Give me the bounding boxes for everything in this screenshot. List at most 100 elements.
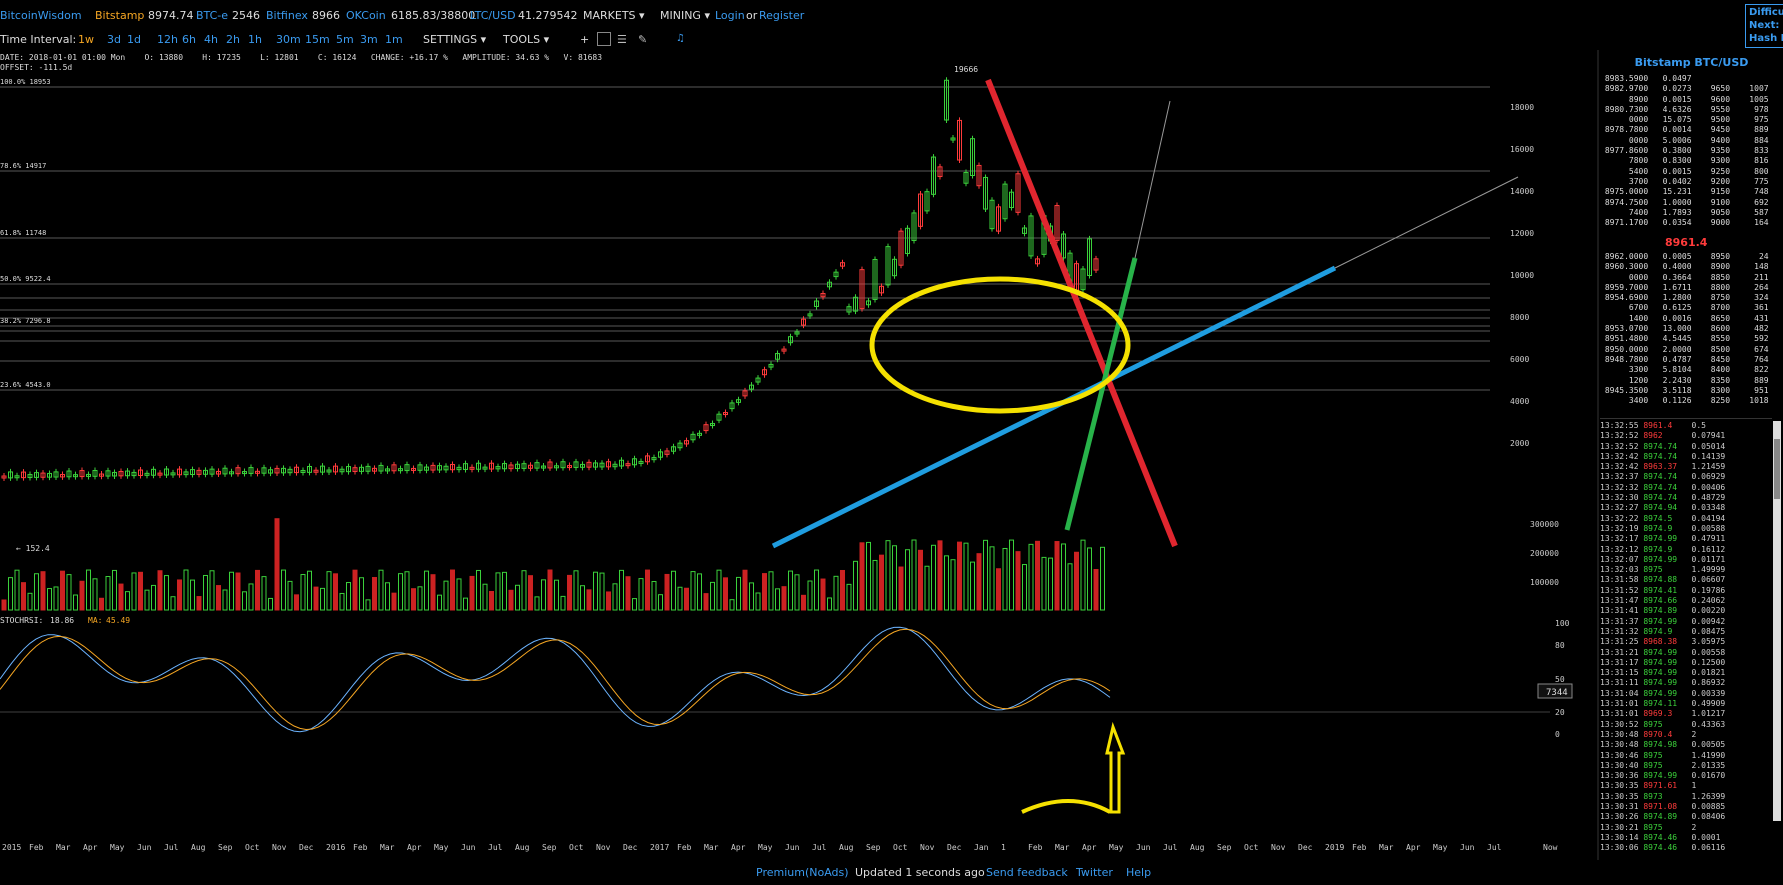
candle-body <box>931 156 936 195</box>
trade-row: 13:32:37 8974.74 0.06929 <box>1600 472 1726 482</box>
price-tick-label: 16000 <box>1510 145 1534 154</box>
volume-bar <box>690 571 696 611</box>
fib-label: 100.0% 18953 <box>0 78 51 86</box>
interval-1h[interactable]: 1h <box>248 33 262 46</box>
help-link[interactable]: Help <box>1126 866 1152 879</box>
fib-lines-icon[interactable]: ☰ <box>617 33 627 46</box>
interval-6h[interactable]: 6h <box>182 33 196 46</box>
interval-1d[interactable]: 1d <box>127 33 141 46</box>
x-axis-label: Dec <box>299 843 314 852</box>
volume-bar <box>671 570 676 611</box>
mining-menu[interactable]: MINING ▾ <box>660 9 710 22</box>
volume-bar <box>970 561 975 611</box>
candle-body <box>820 293 826 298</box>
interval-30m[interactable]: 30m <box>276 33 301 46</box>
brand-logo[interactable]: BitcoinWisdom <box>0 9 82 22</box>
volume-bar <box>482 583 488 611</box>
candle-body <box>996 206 1001 232</box>
volume-bar <box>398 573 403 611</box>
login-link[interactable]: Login <box>715 9 745 22</box>
x-axis-label: Aug <box>191 843 206 852</box>
candle-body <box>443 465 449 471</box>
interval-3d[interactable]: 3d <box>107 33 121 46</box>
top-nav: BitcoinWisdom Bitstamp 8974.74 BTC-e 254… <box>0 0 1783 30</box>
orderbook-row: 8978.7800 0.0014 9450 889 <box>1600 125 1769 135</box>
volume-bar <box>703 593 709 611</box>
twitter-link[interactable]: Twitter <box>1076 866 1113 879</box>
x-axis-label: Dec <box>623 843 638 852</box>
price-chart[interactable]: 100.0% 18953 78.6% 14917 61.8% 11748 50.0% … <box>0 50 1600 860</box>
candle-body <box>229 471 234 475</box>
premium-link[interactable]: Premium(NoAds) <box>756 866 849 879</box>
candle-body <box>222 467 228 475</box>
trade-row: 13:31:58 8974.88 0.06607 <box>1600 575 1726 585</box>
volume-bar <box>300 574 306 611</box>
fib-label: 23.6% 4543.0 <box>0 381 51 389</box>
x-axis-label: Nov <box>272 843 287 852</box>
candle-body <box>645 455 650 463</box>
draw-line-icon[interactable] <box>597 32 611 46</box>
volume-bar <box>866 541 871 611</box>
crosshair-icon[interactable]: + <box>580 33 590 46</box>
stochrsi-ma-line <box>0 628 1111 731</box>
volume-bar <box>729 599 735 611</box>
interval-5m[interactable]: 5m <box>336 33 354 46</box>
offset-info: OFFSET: -111.5d <box>0 63 73 72</box>
ticker-name-bitfinex[interactable]: Bitfinex <box>266 9 308 22</box>
candle-body <box>775 353 780 360</box>
interval-12h[interactable]: 12h <box>157 33 178 46</box>
ticker-name-ltcusd[interactable]: LTC/USD <box>470 9 516 22</box>
interval-4h[interactable]: 4h <box>204 33 218 46</box>
interval-3m[interactable]: 3m <box>360 33 378 46</box>
candle-body <box>281 467 286 474</box>
x-axis-label: Mar <box>1055 843 1070 852</box>
trades-scrollbar[interactable] <box>1773 421 1781 821</box>
pen-icon[interactable]: ✎ <box>638 33 648 46</box>
scrollbar-thumb[interactable] <box>1774 439 1780 499</box>
volume-bar <box>235 572 241 611</box>
x-axis-label: Apr <box>83 843 98 852</box>
x-axis-label: Mar <box>380 843 395 852</box>
volume-bar <box>287 580 293 611</box>
register-link[interactable]: Register <box>759 9 805 22</box>
blue-trendline-extension <box>1334 176 1519 269</box>
candle-body <box>937 166 943 178</box>
tools-menu[interactable]: TOOLS ▾ <box>503 33 550 46</box>
x-axis-label: 2015 <box>2 843 21 852</box>
ticker-name-bitstamp[interactable]: Bitstamp <box>95 9 145 22</box>
ticker-value-bitfinex: 8966 <box>312 9 340 22</box>
x-axis-label: Jun <box>1460 843 1475 852</box>
volume-bar <box>463 597 468 611</box>
x-axis-label: Jul <box>164 843 179 852</box>
settings-menu[interactable]: SETTINGS ▾ <box>423 33 487 46</box>
peak-label: 19666 <box>954 65 978 74</box>
candle-body <box>560 461 566 469</box>
interval-1w[interactable]: 1w <box>78 33 94 46</box>
candle-body <box>690 433 696 441</box>
interval-2h[interactable]: 2h <box>226 33 240 46</box>
volume-bar <box>196 596 202 611</box>
x-axis-label: 1 <box>1001 843 1006 852</box>
feedback-link[interactable]: Send feedback <box>986 866 1068 879</box>
trade-row: 13:30:35 8971.61 1 <box>1600 781 1697 791</box>
interval-15m[interactable]: 15m <box>305 33 330 46</box>
candle-body <box>177 468 182 476</box>
ticker-name-okcoin[interactable]: OKCoin <box>346 9 386 22</box>
markets-menu[interactable]: MARKETS ▾ <box>583 9 645 22</box>
interval-1m[interactable]: 1m <box>385 33 403 46</box>
candle-body <box>372 467 377 472</box>
candle-body <box>567 465 572 469</box>
x-axis-label: Jun <box>461 843 476 852</box>
candle-body <box>944 79 949 121</box>
time-interval-label: Time Interval: <box>0 33 77 46</box>
candle-body <box>911 212 917 242</box>
bell-icon[interactable]: ♫ <box>676 33 685 44</box>
candle-body <box>983 176 988 210</box>
candle-body <box>482 466 488 470</box>
x-axis-label: Apr <box>1406 843 1421 852</box>
candle-body <box>346 466 351 473</box>
volume-bar <box>469 575 475 611</box>
candle-body <box>47 472 52 478</box>
ticker-name-btce[interactable]: BTC-e <box>196 9 229 22</box>
volume-bar <box>411 588 416 611</box>
